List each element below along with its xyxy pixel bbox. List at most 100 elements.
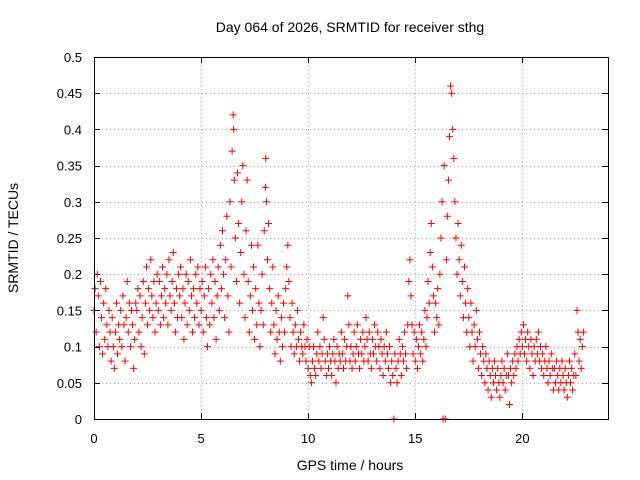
data-point (337, 328, 345, 336)
data-point (119, 292, 127, 300)
y-tick-label: 0.05 (57, 376, 82, 391)
data-point (381, 357, 389, 365)
data-point (409, 350, 417, 358)
data-point (387, 379, 395, 387)
x-tick-labels: 0 5 10 15 20 (90, 431, 529, 446)
data-point (193, 299, 201, 307)
data-point (471, 343, 479, 351)
data-point (561, 364, 569, 372)
data-point (295, 335, 303, 343)
data-point (563, 393, 571, 401)
data-point (434, 285, 442, 293)
data-point (332, 379, 340, 387)
data-point (534, 328, 542, 336)
data-point (496, 393, 504, 401)
data-point (374, 328, 382, 336)
data-point (124, 328, 132, 336)
data-point (470, 321, 478, 329)
data-point (458, 277, 466, 285)
data-point (254, 241, 262, 249)
data-point (191, 314, 199, 322)
data-point (260, 227, 268, 235)
data-point (461, 263, 469, 271)
data-point (247, 241, 255, 249)
data-point (180, 335, 188, 343)
data-point (382, 328, 390, 336)
data-point (96, 277, 104, 285)
data-point (472, 306, 480, 314)
data-point (147, 256, 155, 264)
data-point (498, 357, 506, 365)
data-point (560, 386, 568, 394)
data-point (520, 350, 528, 358)
data-point (544, 379, 552, 387)
data-point (270, 321, 278, 329)
x-tick-label: 15 (408, 431, 422, 446)
data-point (262, 198, 270, 206)
data-point (92, 328, 100, 336)
data-point (473, 335, 481, 343)
data-point (297, 328, 305, 336)
data-point (181, 299, 189, 307)
data-point (259, 321, 267, 329)
data-point (547, 350, 555, 358)
data-point (508, 379, 516, 387)
data-point (210, 314, 218, 322)
data-point (393, 379, 401, 387)
data-point (341, 335, 349, 343)
data-point (248, 306, 256, 314)
data-point (103, 321, 111, 329)
data-point (416, 321, 424, 329)
data-point (518, 343, 526, 351)
data-point (206, 321, 214, 329)
data-point (265, 220, 273, 228)
data-point (231, 234, 239, 242)
data-point (99, 350, 107, 358)
y-tick-label: 0.3 (64, 195, 82, 210)
data-point (101, 335, 109, 343)
data-point (515, 335, 523, 343)
data-point (164, 321, 172, 329)
data-point (317, 364, 325, 372)
data-point (252, 285, 260, 293)
data-point (196, 285, 204, 293)
data-point (568, 364, 576, 372)
data-point (481, 379, 489, 387)
data-point (539, 350, 547, 358)
data-point (144, 321, 152, 329)
data-point (277, 314, 285, 322)
data-point (422, 343, 430, 351)
data-point (126, 343, 134, 351)
data-point (244, 277, 252, 285)
data-point (456, 292, 464, 300)
data-point (437, 234, 445, 242)
data-point (388, 357, 396, 365)
data-point (576, 335, 584, 343)
data-point (315, 357, 323, 365)
data-point (285, 277, 293, 285)
data-point (577, 364, 585, 372)
x-tick-label: 5 (197, 431, 204, 446)
chart-title: Day 064 of 2026, SRMTID for receiver sth… (216, 19, 484, 35)
x-tick-label: 20 (515, 431, 529, 446)
data-point (278, 343, 286, 351)
data-point (136, 292, 144, 300)
data-point (454, 220, 462, 228)
data-point (442, 256, 450, 264)
data-point (330, 335, 338, 343)
data-point (245, 328, 253, 336)
data-point (578, 343, 586, 351)
y-tick-label: 0.2 (64, 267, 82, 282)
data-point (449, 125, 457, 133)
data-point (228, 147, 236, 155)
data-point (217, 285, 225, 293)
data-point (542, 343, 550, 351)
data-point (114, 350, 122, 358)
data-point (405, 277, 413, 285)
data-point (208, 299, 216, 307)
data-point (261, 183, 269, 191)
data-point (157, 292, 165, 300)
data-point (100, 299, 108, 307)
data-point (351, 357, 359, 365)
data-point (112, 299, 120, 307)
